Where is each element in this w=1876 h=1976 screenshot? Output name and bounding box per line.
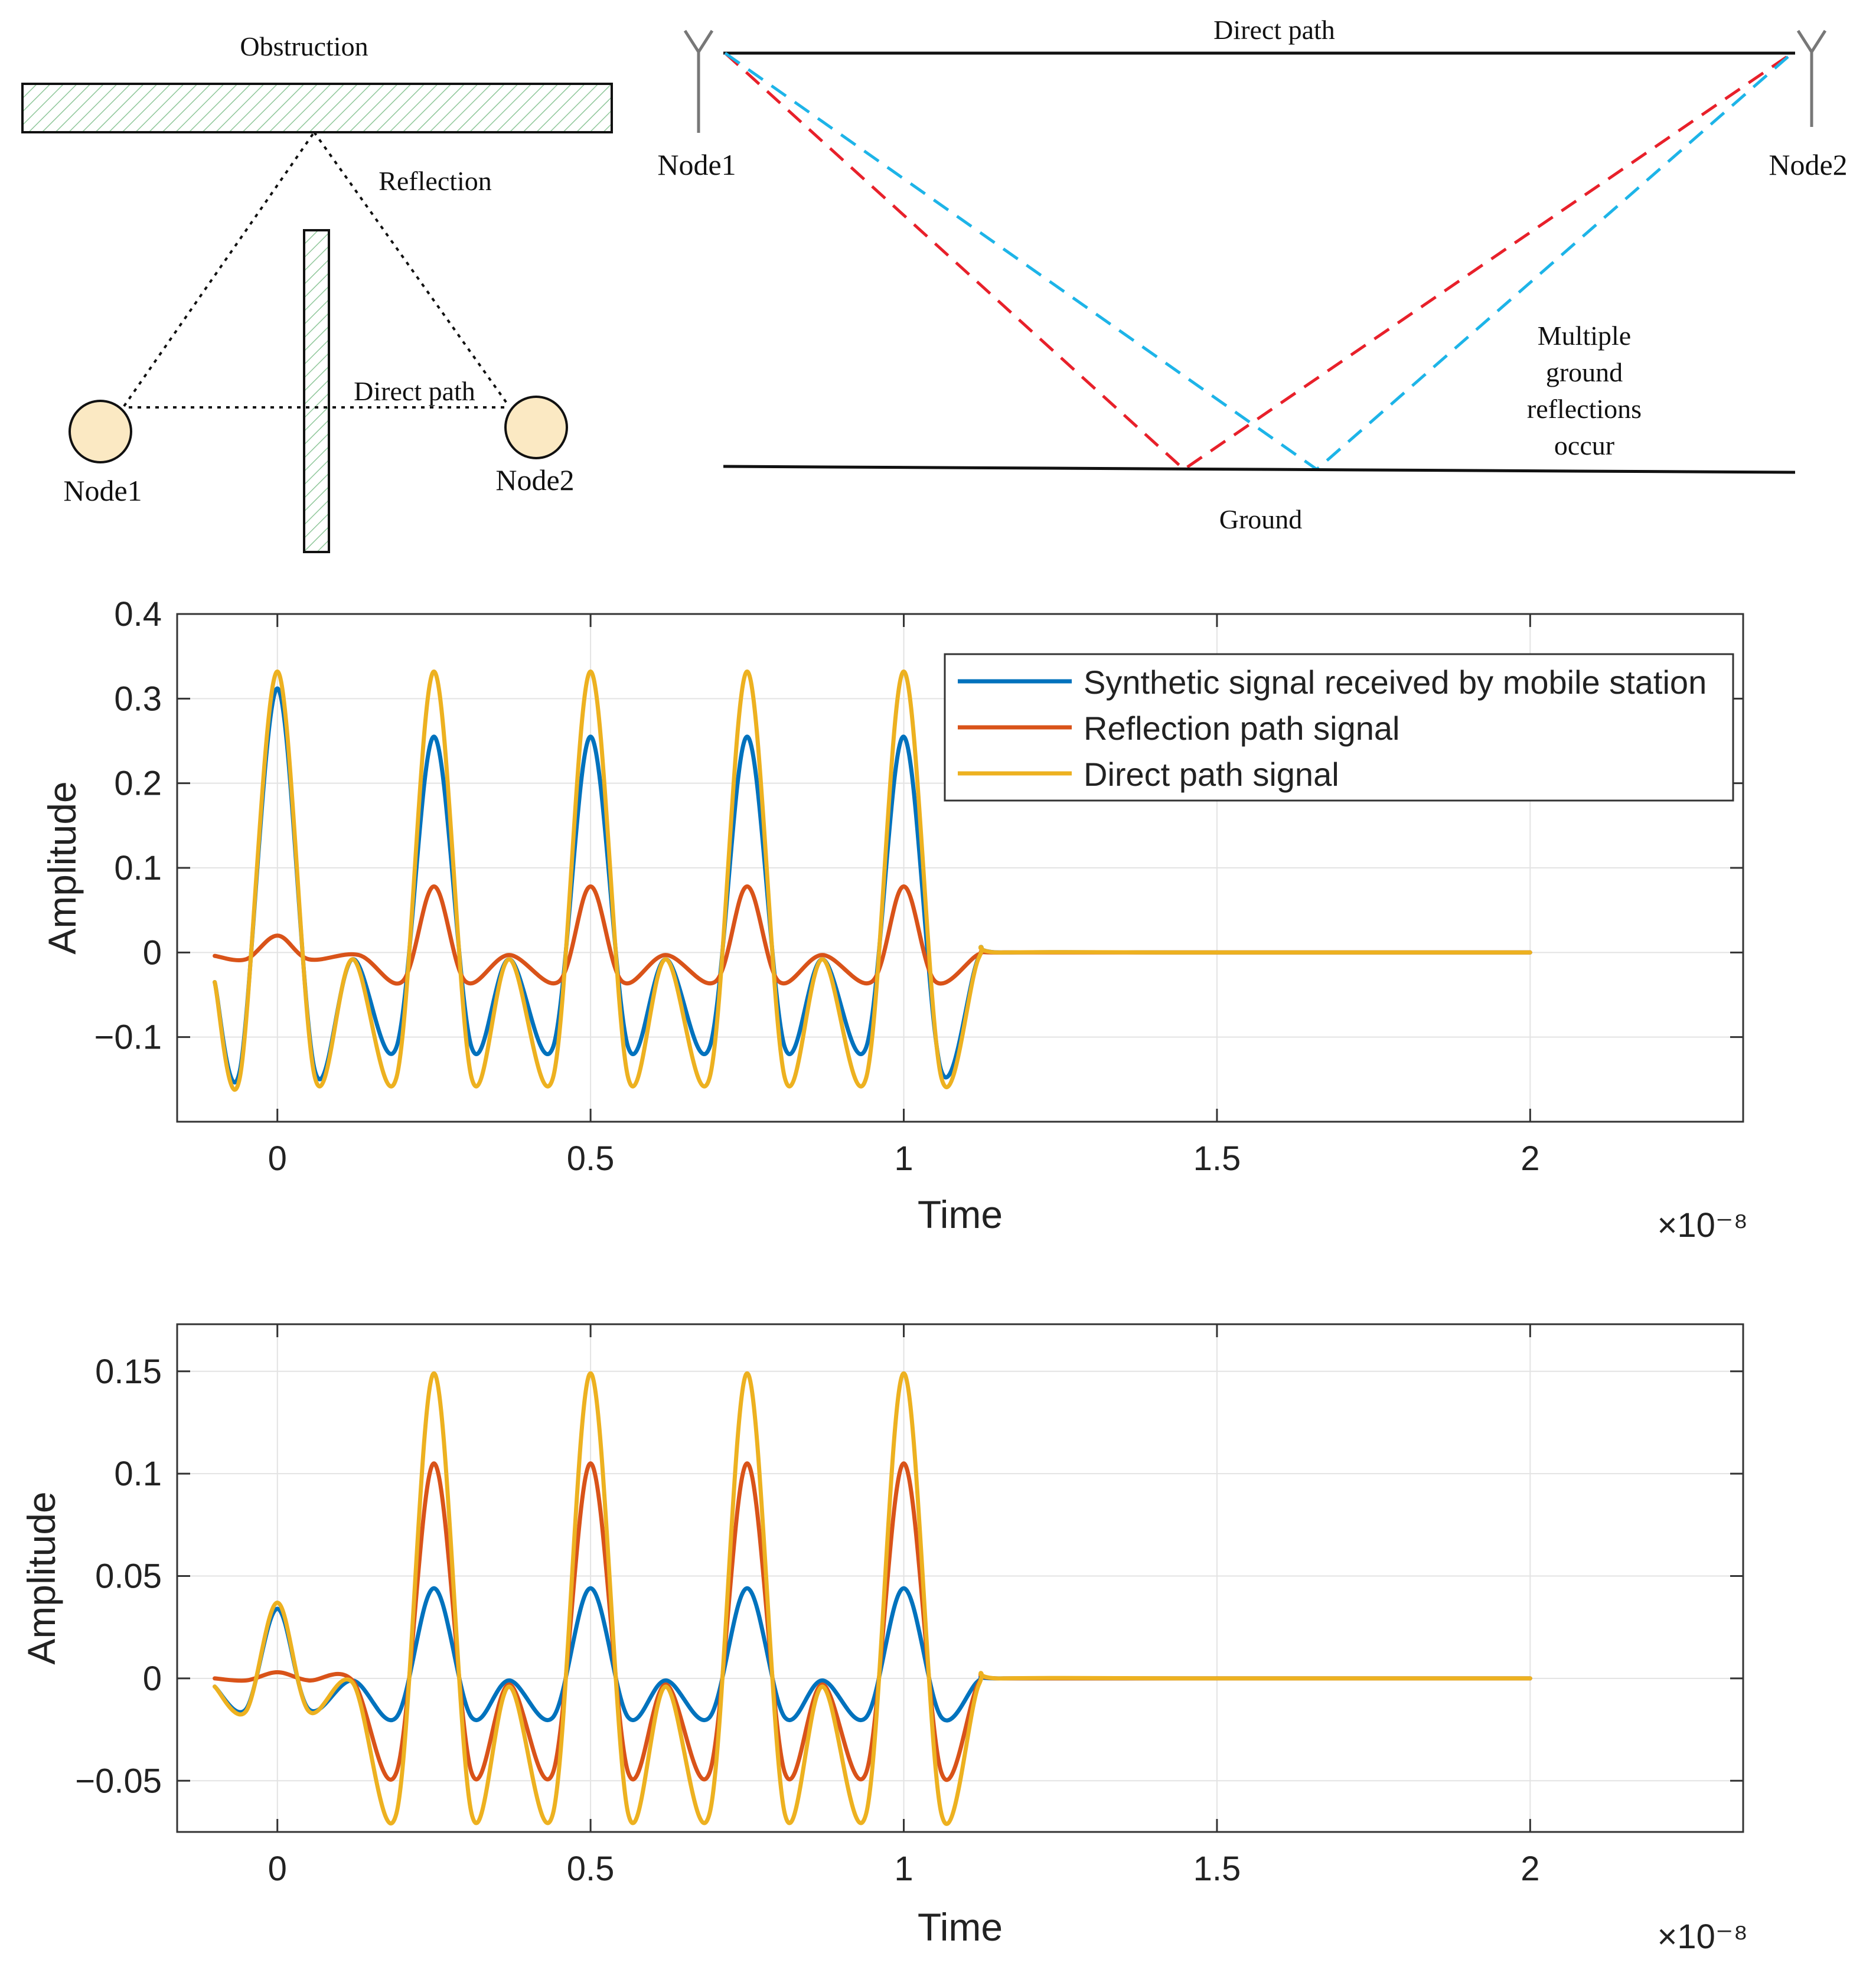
y-tick-label: 0.4 [114, 595, 162, 633]
node2-circle [504, 396, 568, 459]
x-tick-label: 1.5 [1193, 1850, 1241, 1888]
chart-1-legend: Synthetic signal received by mobile stat… [944, 653, 1734, 802]
obstruction-wall [303, 229, 330, 553]
series-line-direct [213, 669, 1532, 1092]
x-tick-label: 1 [894, 1850, 913, 1888]
diagram-ground-reflection: Direct path Node1 Node2 Ground Multiple … [657, 15, 1847, 534]
ground-line [723, 465, 1796, 474]
series-line-direct [213, 1371, 1532, 1826]
note-line: reflections [1527, 394, 1642, 424]
chart-2-axes-box [176, 1323, 1744, 1833]
chart-2-xlabel: Time [918, 1905, 1003, 1949]
obstruction-top [21, 83, 613, 133]
diagram-obstruction: Obstruction Reflection Direct path Node1… [21, 31, 613, 553]
x-tick-label: 1.5 [1193, 1139, 1241, 1178]
node1-antenna-label: Node1 [657, 148, 736, 181]
chart-2-x-exponent: ×10⁻⁸ [1658, 1918, 1748, 1956]
x-tick-label: 0.5 [567, 1850, 615, 1888]
y-tick-label: 0 [143, 1660, 162, 1698]
reflection-label: Reflection [379, 166, 492, 196]
multiple-reflections-note: Multiple ground reflections occur [1527, 321, 1642, 460]
legend-box [944, 653, 1734, 802]
note-line: Multiple [1538, 321, 1631, 351]
reflection-path-left [123, 131, 315, 407]
y-tick-label: −0.1 [94, 1018, 162, 1057]
chart-1-ylabel: Amplitude [40, 781, 84, 955]
antenna-icon [1796, 30, 1827, 127]
y-tick-label: 0 [143, 933, 162, 972]
legend-entry: Direct path signal [1084, 756, 1339, 793]
note-line: occur [1554, 430, 1614, 460]
node1-circle [68, 400, 132, 463]
y-tick-label: 0.15 [95, 1353, 162, 1391]
x-tick-label: 0 [268, 1139, 287, 1178]
legend-entry: Reflection path signal [1084, 710, 1399, 747]
y-tick-label: 0.1 [114, 1455, 162, 1493]
y-tick-label: 0.3 [114, 680, 162, 718]
reflection-path-right [313, 131, 510, 407]
top-direct-path-label: Direct path [1213, 15, 1335, 45]
x-tick-label: 1 [894, 1139, 913, 1178]
x-tick-label: 0 [268, 1850, 287, 1888]
chart-2-ylabel: Amplitude [19, 1491, 63, 1665]
y-tick-label: 0.05 [95, 1557, 162, 1596]
series-line-reflection [213, 1461, 1532, 1782]
direct-path-label: Direct path [354, 376, 475, 406]
ground-label: Ground [1219, 504, 1303, 534]
node2-antenna-label: Node2 [1769, 148, 1847, 181]
red-reflection-path [724, 51, 1793, 472]
node1-label: Node1 [63, 474, 142, 507]
chart-2-ticks: 0 0.5 1 1.5 2 −0.05 0 0.05 0.1 0.15 [75, 1324, 1743, 1888]
x-tick-label: 0.5 [567, 1139, 615, 1178]
note-line: ground [1546, 357, 1623, 387]
chart-1-x-exponent: ×10⁻⁸ [1658, 1206, 1748, 1245]
series-line-synthetic [213, 1586, 1532, 1723]
antenna-icon [683, 30, 714, 133]
chart-2-lines [213, 1371, 1532, 1826]
obstruction-label: Obstruction [240, 31, 368, 61]
chart-1-lines [213, 669, 1532, 1092]
node2-label: Node2 [495, 463, 574, 497]
chart-2: 0 0.5 1 1.5 2 −0.05 0 0.05 0.1 0.15 Time Amplitud… [19, 1323, 1748, 1956]
chart-1-xlabel: Time [918, 1193, 1003, 1236]
x-tick-label: 2 [1521, 1850, 1539, 1888]
y-tick-label: 0.1 [114, 849, 162, 887]
chart-1: 0 0.5 1 1.5 2 −0.1 0 0.1 0.2 0.3 0.4 Time Amplitud… [40, 595, 1748, 1245]
x-tick-label: 2 [1521, 1139, 1539, 1178]
legend-entry: Synthetic signal received by mobile stat… [1084, 664, 1707, 701]
chart-1-ticks: 0 0.5 1 1.5 2 −0.1 0 0.1 0.2 0.3 0.4 [94, 595, 1743, 1178]
y-tick-label: −0.05 [75, 1762, 162, 1800]
y-tick-label: 0.2 [114, 765, 162, 803]
